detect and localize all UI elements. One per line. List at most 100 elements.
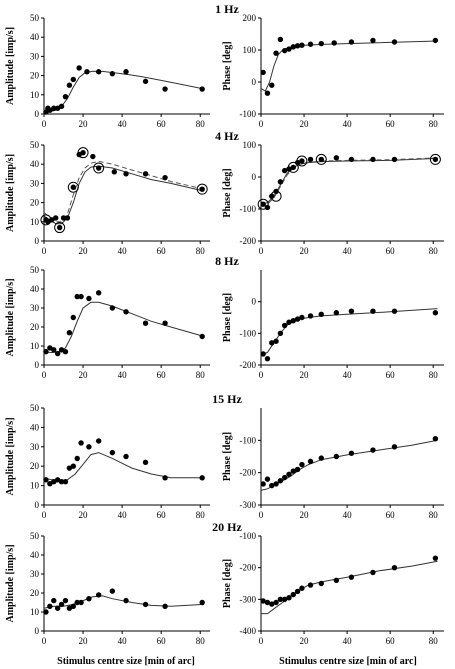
panel-0-0-xtick-label: 80 xyxy=(196,119,206,129)
panel-2-0-ytick-label: 20 xyxy=(30,322,40,332)
panel-1-1-data-point xyxy=(290,164,296,171)
panel-0-1-xtick-label: 80 xyxy=(429,119,439,129)
panel-2-1-ytick-label: 0 xyxy=(252,297,257,307)
panel-1-0-data-point xyxy=(53,215,59,221)
panel-0-1-data-point xyxy=(318,40,324,47)
panel-0-1-data-point xyxy=(269,82,275,88)
panel-2-1-data-point xyxy=(348,308,355,314)
panel-0-1-data-point xyxy=(331,40,337,46)
panel-3-1-data-point xyxy=(348,450,355,456)
panel-4-0-data-point xyxy=(142,601,149,608)
panel-2-0-data-point xyxy=(62,349,69,355)
panel-4-1-ytick-label: -200 xyxy=(240,563,257,573)
panel-1-1-ytick-label: -100 xyxy=(240,204,257,214)
panel-2-1-data-point xyxy=(277,330,284,337)
panel-4-0-title: 20 Hz xyxy=(212,520,242,534)
panel-2-1-xtick-label: 0 xyxy=(259,370,264,380)
panel-0-0-data-point xyxy=(142,78,149,85)
panel-4-0-data-point xyxy=(54,605,61,611)
panel-2-1-xtick-label: 60 xyxy=(386,370,396,380)
panel-2-1-data-point xyxy=(299,314,305,321)
panel-3-0-ytick-label: 30 xyxy=(30,442,40,452)
panel-3-0-ytick-label: 40 xyxy=(30,422,40,432)
panel-4-0-xtick-label: 60 xyxy=(157,636,167,646)
panel-1-1-fit-dashed-line xyxy=(260,157,438,207)
panel-3-1-data-point xyxy=(299,461,305,468)
panel-1-0-xtick-label: 40 xyxy=(118,246,128,256)
panel-1-1-data-point xyxy=(307,156,314,163)
panel-2-0-data-point xyxy=(123,309,129,315)
panel-1-0-circled-point xyxy=(77,147,89,159)
panel-1-0-xtick-label: 80 xyxy=(196,246,206,256)
panel-1-0-data-point xyxy=(60,215,67,221)
panel-0-0-xtick-label: 0 xyxy=(42,119,47,129)
panel-3-0-data-point xyxy=(78,440,84,446)
panel-2-1-xtick-label: 40 xyxy=(343,370,353,380)
panel-4-1-data-point xyxy=(348,574,355,580)
panel-0-0-data-point xyxy=(123,69,129,75)
panel-2-0-data-point xyxy=(86,295,92,302)
panel-3-0: 0 10 20 30 40 50 0 20 40 60 80 Amplitude [imp/s] 15 … xyxy=(5,392,242,520)
panel-2-1-data-point xyxy=(290,317,296,324)
panel-0-1-data-point xyxy=(348,39,355,45)
panel-0-1-ylabel: Phase [deg] xyxy=(222,41,233,90)
panel-3-1-data-point xyxy=(264,476,271,482)
panel-3-1-data-point xyxy=(273,481,279,487)
panel-3-0-xtick-label: 40 xyxy=(118,510,128,520)
panel-1-0-fit-line xyxy=(43,165,205,225)
panel-2-0-data-point xyxy=(74,293,80,300)
panel-2-0-data-point xyxy=(70,314,76,321)
panel-3-0-data-point xyxy=(43,477,49,483)
panel-2-0-data-point xyxy=(142,320,149,326)
panel-4-0-ytick-label: 20 xyxy=(30,588,40,598)
panel-2-0-data-point xyxy=(199,333,205,340)
panel-1-0-data-point xyxy=(111,169,118,175)
panel-2-0-ytick-label: 0 xyxy=(35,360,40,370)
panel-3-0-ytick-label: 10 xyxy=(30,481,40,491)
panel-0-0-data-point xyxy=(51,105,57,111)
panel-3-1-data-point xyxy=(391,444,398,450)
panel-3-1-ytick-label: -100 xyxy=(240,435,257,445)
panel-2-1-data-point xyxy=(264,355,271,362)
panel-1-0-data-point xyxy=(199,186,205,192)
panel-4-0-data-point xyxy=(74,599,80,606)
panel-3-0-data-point xyxy=(62,479,69,485)
panel-3-0-data-point xyxy=(109,449,116,456)
panel-0-0-data-point xyxy=(66,82,73,88)
panel-2-0-data-point xyxy=(51,347,57,353)
panel-0-1-data-point xyxy=(260,69,266,76)
panel-3-1-xtick-label: 20 xyxy=(300,510,310,520)
panel-1-0: 0 10 20 30 40 50 0 20 40 60 80 Amplitude [imp/s] 4 H… xyxy=(5,129,239,256)
panel-4-0: 0 10 20 30 40 50 0 20 40 60 80 Amplitude [imp/s] 20 … xyxy=(5,520,242,646)
panel-2-0-ytick-label: 50 xyxy=(30,265,40,275)
panel-4-1-data-point xyxy=(391,564,398,571)
panel-2-0-data-point xyxy=(43,349,49,355)
panel-1-1-ytick-label: 0 xyxy=(252,172,257,182)
panel-4-1-data-point xyxy=(432,555,439,561)
panel-1-0-title: 4 Hz xyxy=(215,129,239,143)
panel-3-1: -300 -200 -100 0 20 40 60 80 Phase [deg] xyxy=(222,408,444,520)
panel-4-0-data-point xyxy=(123,597,129,604)
panel-0-1-data-point xyxy=(294,43,301,49)
panel-3-0-data-point xyxy=(162,475,168,481)
panel-1-0-circled-point xyxy=(40,214,52,226)
panel-1-0-ytick-label: 20 xyxy=(30,198,40,208)
panel-1-0-circled-point xyxy=(93,162,105,174)
panel-2-1-xtick-label: 20 xyxy=(300,370,310,380)
panel-2-1-ytick-label: -200 xyxy=(240,360,257,370)
panel-4-1-fit-line xyxy=(261,560,438,615)
panel-4-0-xtick-label: 20 xyxy=(79,636,89,646)
panel-3-1-ytick-label: -300 xyxy=(240,500,257,510)
panel-2-0-ytick-label: 40 xyxy=(30,284,40,294)
panel-2-0-fit-line xyxy=(43,301,205,354)
panel-4-0-data-point xyxy=(109,588,116,594)
panel-3-1-data-point xyxy=(269,482,275,489)
panel-3-1-data-point xyxy=(277,478,284,484)
panel-4-1-data-point xyxy=(370,569,376,576)
panel-4-0-data-point xyxy=(51,597,57,604)
panel-4-0-data-point xyxy=(199,599,205,606)
panel-2-0-xtick-label: 40 xyxy=(118,370,128,380)
panel-4-1-xtick-label: 20 xyxy=(300,636,310,646)
panel-3-0-data-point xyxy=(58,479,65,485)
